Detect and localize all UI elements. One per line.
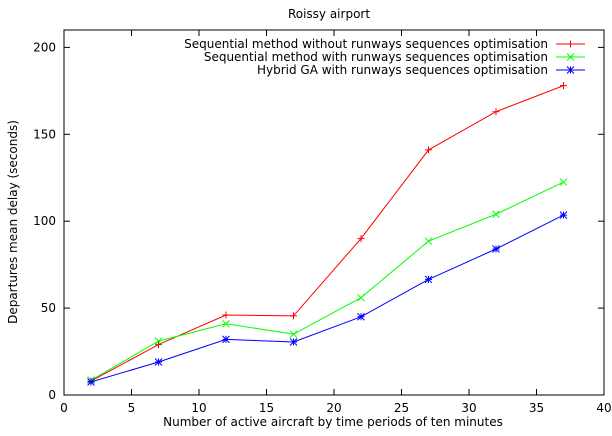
series-3-point: [87, 378, 95, 386]
legend-marker: [567, 40, 574, 48]
x-tick-label: 20: [326, 401, 341, 415]
series-2-point: [222, 319, 230, 328]
x-tick-label: 40: [596, 401, 611, 415]
series-3-point: [559, 211, 568, 219]
series-3-point: [357, 312, 365, 321]
series-1-point: [357, 235, 365, 243]
y-tick-label: 150: [33, 127, 56, 141]
legend-label: Sequential method with runways sequences…: [204, 50, 548, 64]
series-2-point: [424, 237, 433, 246]
x-tick-label: 0: [60, 401, 68, 415]
series-3-point: [492, 245, 500, 253]
series-2-line: [90, 181, 564, 381]
series-2-point: [289, 330, 298, 339]
y-axis-label: Departures mean delay (seconds): [6, 120, 20, 324]
series-2-point: [154, 337, 163, 345]
series-1-line: [90, 85, 564, 382]
legend-marker: [566, 53, 575, 61]
x-tick-label: 10: [191, 401, 206, 415]
y-tick-label: 100: [33, 214, 56, 228]
series-2-point: [357, 293, 365, 302]
series-1-point: [290, 312, 297, 320]
series-1-point: [155, 341, 162, 349]
x-tick-label: 35: [529, 401, 544, 415]
x-tick-label: 25: [394, 401, 409, 415]
series-3-point: [289, 338, 298, 346]
series-1-point: [222, 311, 230, 319]
series-2-point: [559, 178, 568, 186]
series-3-point: [154, 358, 163, 366]
x-tick-label: 30: [461, 401, 476, 415]
legend-label: Sequential method without runways sequen…: [184, 37, 548, 51]
series-1-point: [425, 146, 432, 154]
series-3-point: [424, 275, 433, 284]
series-2-point: [492, 210, 500, 219]
chart-title: Roissy airport: [288, 7, 370, 21]
y-tick-label: 50: [41, 301, 56, 315]
plot-frame: [63, 29, 605, 396]
legend-marker: [566, 66, 575, 74]
y-tick-label: 200: [33, 40, 56, 54]
x-tick-label: 15: [259, 401, 274, 415]
x-axis-label: Number of active aircraft by time period…: [163, 415, 503, 429]
plot-area: 0 5 10 15 20 25 30 35 40 0 50 100 150 200 Sequential m…: [33, 29, 612, 415]
y-tick-label: 0: [48, 388, 56, 402]
series-3-point: [222, 335, 230, 344]
x-tick-label: 5: [128, 401, 136, 415]
series-1-point: [492, 108, 500, 116]
legend-label: Hybrid GA with runways sequences optimis…: [257, 63, 548, 77]
series-3-line: [90, 214, 564, 383]
series-1-point: [560, 82, 567, 90]
